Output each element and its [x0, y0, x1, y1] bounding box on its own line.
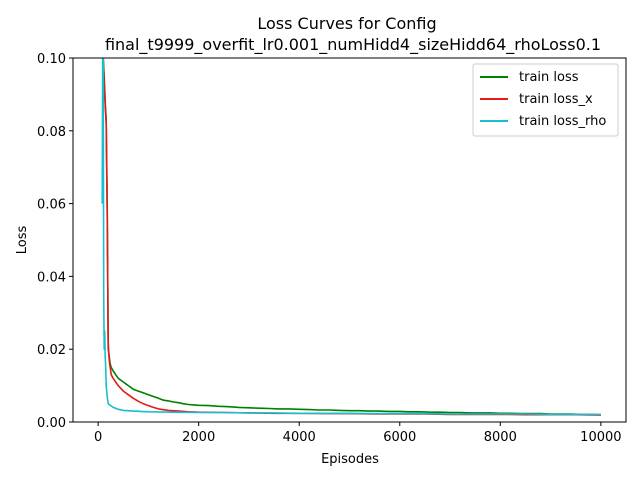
series-line-3	[101, 58, 601, 416]
legend-label: train loss_x	[519, 92, 593, 107]
y-tick-label: 0.08	[37, 125, 66, 140]
legend-label: train loss	[519, 70, 579, 85]
x-tick-label: 10000	[580, 430, 621, 445]
x-tick-label: 8000	[484, 430, 517, 445]
x-tick-label: 4000	[283, 430, 316, 445]
y-tick-label: 0.06	[37, 198, 66, 213]
axes-layer	[72, 57, 627, 423]
legend-box	[472, 63, 619, 137]
chart-subtitle: final_t9999_overfit_lr0.001_numHidd4_siz…	[105, 35, 601, 55]
x-axis-label: Episodes	[321, 452, 379, 467]
plot-frame	[72, 57, 627, 423]
x-tick-label: 2000	[182, 430, 215, 445]
x-tick-label: 0	[94, 430, 102, 445]
y-axis-ticks: 0.00 0.02 0.04 0.06 0.08 0.10	[37, 52, 73, 431]
x-axis-ticks: 0 2000 4000 6000 8000 10000	[94, 422, 622, 445]
y-axis-label: Loss	[15, 226, 30, 255]
chart-title: Loss Curves for Config	[257, 14, 436, 33]
x-tick-label: 6000	[383, 430, 416, 445]
legend-label: train loss_rho	[519, 114, 606, 129]
y-tick-label: 0.00	[37, 416, 66, 431]
series-layer	[101, 58, 601, 416]
plot-area	[101, 58, 601, 416]
series-line-1	[102, 58, 601, 416]
y-tick-label: 0.02	[37, 343, 66, 358]
y-tick-label: 0.10	[37, 52, 66, 67]
y-tick-label: 0.04	[37, 270, 66, 285]
